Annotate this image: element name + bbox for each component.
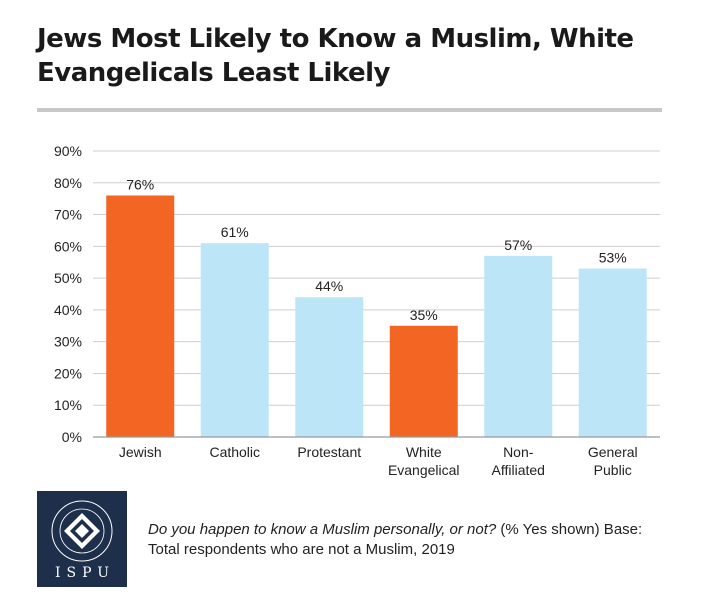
data-label: 53% bbox=[599, 250, 627, 266]
title-divider bbox=[37, 108, 662, 112]
data-label: 57% bbox=[504, 237, 532, 253]
logo-letters: ISPU bbox=[54, 565, 116, 581]
x-tick-label: Jewish bbox=[119, 444, 162, 460]
footnote: Do you happen to know a Muslim personall… bbox=[148, 520, 668, 560]
y-tick-label: 70% bbox=[54, 207, 82, 223]
x-tick-label: General bbox=[588, 444, 638, 460]
x-tick-label: Protestant bbox=[297, 444, 361, 460]
y-tick-label: 90% bbox=[54, 143, 82, 159]
chart-title: Jews Most Likely to Know a Muslim, White… bbox=[37, 24, 634, 88]
data-label: 76% bbox=[126, 176, 154, 192]
y-tick-label: 10% bbox=[54, 397, 82, 413]
bar bbox=[578, 268, 647, 437]
footnote-question: Do you happen to know a Muslim personall… bbox=[148, 521, 497, 538]
x-tick-label: Public bbox=[594, 462, 632, 478]
bar bbox=[106, 195, 175, 437]
data-label: 35% bbox=[410, 307, 438, 323]
bar bbox=[295, 297, 364, 437]
y-tick-label: 30% bbox=[54, 334, 82, 350]
y-tick-label: 20% bbox=[54, 365, 82, 381]
data-label: 61% bbox=[221, 224, 249, 240]
y-tick-label: 80% bbox=[54, 175, 82, 191]
data-label: 44% bbox=[315, 278, 343, 294]
y-tick-label: 50% bbox=[54, 270, 82, 286]
ispu-emblem-icon bbox=[51, 500, 113, 562]
bar bbox=[484, 255, 553, 437]
y-tick-label: 40% bbox=[54, 302, 82, 318]
bar bbox=[389, 325, 458, 437]
y-tick-label: 60% bbox=[54, 238, 82, 254]
x-tick-label: Affiliated bbox=[492, 462, 545, 478]
x-tick-label: Evangelical bbox=[388, 462, 460, 478]
x-tick-label: White bbox=[406, 444, 442, 460]
x-tick-label: Catholic bbox=[209, 444, 260, 460]
footnote-detail: (% Yes shown) Base: Total respondents wh… bbox=[148, 521, 643, 558]
bar bbox=[200, 243, 269, 437]
ispu-logo: ISPU bbox=[37, 491, 127, 587]
y-tick-label: 0% bbox=[62, 429, 82, 445]
x-tick-label: Non- bbox=[503, 444, 534, 460]
